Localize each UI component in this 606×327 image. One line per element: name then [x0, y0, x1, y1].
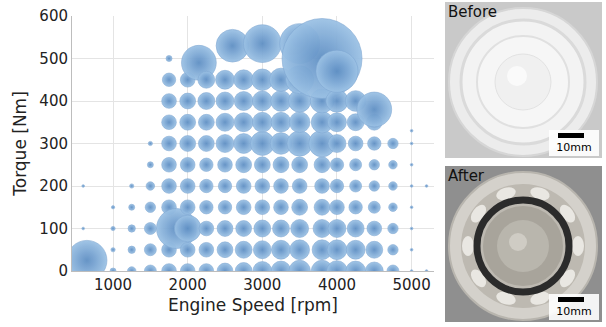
svg-text:600: 600	[39, 7, 68, 25]
svg-text:400: 400	[39, 92, 68, 110]
svg-text:10mm: 10mm	[556, 305, 591, 318]
svg-text:Before: Before	[448, 3, 497, 21]
svg-text:500: 500	[39, 50, 68, 68]
svg-text:1000: 1000	[94, 276, 132, 294]
svg-text:2000: 2000	[169, 276, 207, 294]
svg-text:3000: 3000	[243, 276, 281, 294]
svg-text:200: 200	[39, 177, 68, 195]
svg-text:Engine Speed [rpm]: Engine Speed [rpm]	[168, 295, 338, 315]
svg-text:10mm: 10mm	[556, 141, 591, 154]
svg-text:Torque [Nm]: Torque [Nm]	[10, 91, 30, 197]
svg-text:0: 0	[58, 262, 68, 280]
svg-text:After: After	[448, 167, 485, 185]
svg-text:5000: 5000	[393, 276, 431, 294]
svg-text:100: 100	[39, 220, 68, 238]
svg-text:4000: 4000	[318, 276, 356, 294]
svg-text:300: 300	[39, 135, 68, 153]
